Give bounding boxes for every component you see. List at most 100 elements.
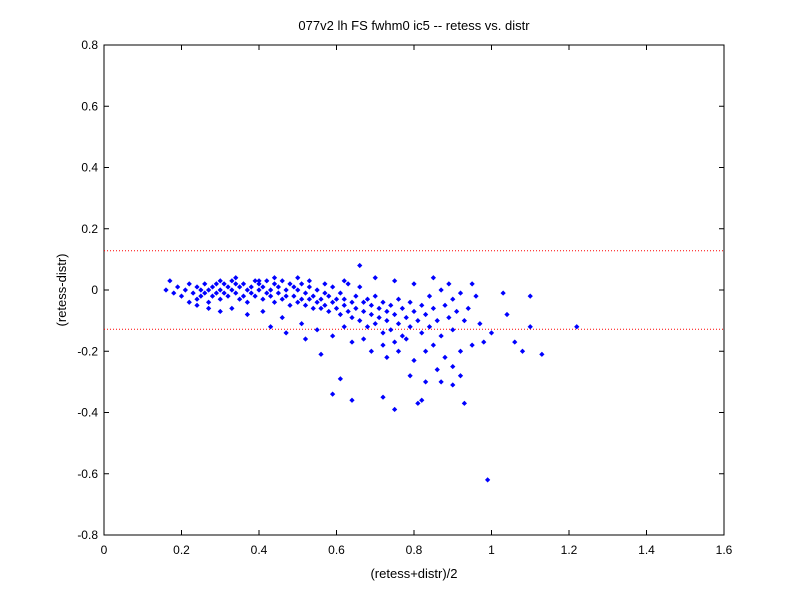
data-point [252, 293, 258, 299]
data-point [268, 324, 274, 330]
x-tick-label: 1 [488, 543, 495, 557]
y-tick-label: 0 [91, 283, 98, 297]
data-point [256, 281, 262, 287]
data-point [426, 324, 433, 330]
data-point [411, 357, 417, 364]
reference-lines [104, 250, 724, 330]
data-point [271, 299, 278, 305]
y-tick-label: 0.8 [81, 38, 98, 52]
data-point [186, 281, 192, 287]
x-axis-label: (retess+distr)/2 [370, 566, 457, 581]
data-point [318, 296, 324, 302]
x-tick-label: 0.8 [406, 543, 423, 557]
data-point [330, 299, 336, 305]
data-point [178, 293, 185, 299]
data-point [380, 394, 386, 400]
data-point [314, 287, 320, 293]
data-point [341, 296, 347, 302]
data-point [442, 354, 448, 360]
y-tick-label: 0.6 [81, 99, 98, 113]
data-point [322, 281, 328, 287]
x-tick-label: 1.4 [638, 543, 655, 557]
data-point [237, 296, 243, 302]
data-point [392, 278, 398, 284]
data-point [264, 290, 270, 296]
data-point [167, 278, 173, 284]
data-point [527, 324, 533, 330]
data-point [279, 278, 285, 284]
data-point [209, 284, 216, 290]
data-point [194, 302, 200, 308]
data-point [221, 281, 227, 287]
y-tick-label: -0.8 [77, 528, 98, 542]
data-point [213, 290, 219, 296]
data-point [395, 296, 402, 302]
data-point [450, 327, 456, 333]
data-point [209, 293, 216, 299]
data-point [349, 314, 355, 321]
data-point [457, 373, 464, 379]
y-tick-label: -0.4 [77, 406, 98, 420]
data-point [512, 339, 518, 345]
data-point [465, 305, 471, 311]
data-point [500, 290, 506, 296]
data-point [260, 284, 266, 290]
data-point [337, 376, 343, 382]
data-point [268, 287, 274, 293]
data-point [283, 287, 289, 293]
data-point [368, 348, 374, 354]
data-point [198, 293, 204, 299]
data-point [182, 287, 188, 293]
data-point [275, 284, 281, 290]
data-point [206, 299, 212, 305]
data-point [330, 333, 336, 339]
data-point [527, 293, 533, 299]
data-point [384, 308, 390, 315]
data-point [326, 308, 332, 315]
data-point [237, 284, 243, 290]
data-point [333, 305, 340, 311]
data-point [202, 290, 208, 296]
data-point [229, 287, 235, 293]
data-point [411, 281, 417, 287]
data-point [430, 305, 436, 311]
data-point [419, 397, 425, 403]
data-point [488, 330, 495, 336]
data-point [337, 290, 343, 296]
data-point [353, 305, 359, 311]
data-point [407, 299, 413, 305]
data-point [287, 302, 293, 308]
data-point [372, 321, 378, 327]
data-point [349, 339, 355, 345]
data-point [337, 311, 343, 318]
x-tick-label: 0.2 [173, 543, 190, 557]
chart-title: 077v2 lh FS fwhm0 ic5 -- retess vs. dist… [298, 18, 530, 33]
data-point [248, 284, 254, 290]
data-point [361, 308, 367, 315]
data-point [372, 275, 378, 281]
data-point [217, 278, 223, 284]
data-point [574, 324, 580, 330]
data-point [376, 314, 382, 321]
data-point [438, 287, 444, 293]
data-point [357, 318, 363, 324]
data-points [163, 262, 580, 483]
data-point [430, 342, 436, 348]
data-point [469, 281, 475, 287]
data-point [357, 284, 363, 290]
data-point [244, 287, 250, 293]
data-point [357, 262, 363, 269]
data-point [240, 293, 247, 299]
data-point [260, 296, 266, 302]
data-point [194, 296, 200, 302]
data-point [395, 348, 402, 354]
data-point [302, 290, 309, 296]
data-point [299, 281, 305, 287]
data-point [364, 296, 371, 302]
data-point [341, 302, 347, 308]
data-point [233, 290, 239, 296]
data-point [322, 302, 328, 308]
x-axis-ticks: 0 0.2 0.4 0.6 0.8 1 1.2 1.4 1.6 [101, 45, 733, 557]
data-point [279, 296, 285, 302]
data-point [310, 293, 316, 299]
